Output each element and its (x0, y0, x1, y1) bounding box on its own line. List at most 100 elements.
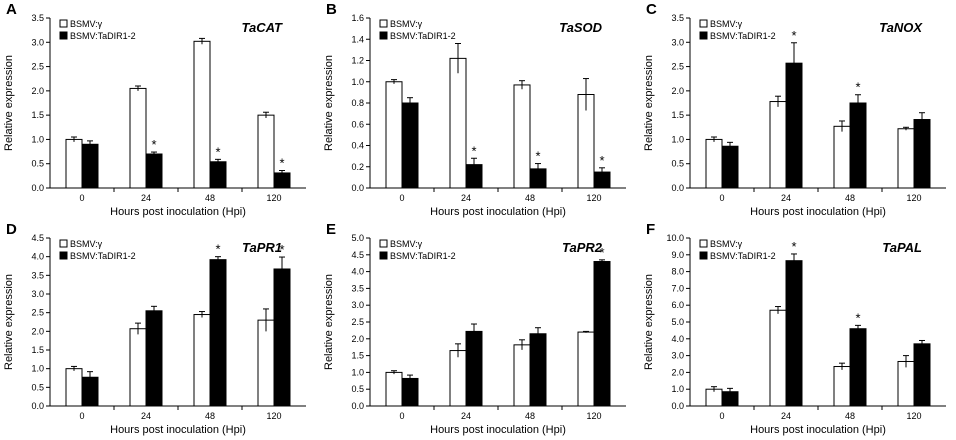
bar (401, 377, 419, 407)
y-tick-label: 3.0 (671, 37, 684, 47)
bar (769, 101, 787, 189)
legend-swatch (59, 31, 68, 40)
x-tick-label: 24 (141, 411, 151, 421)
bar (897, 128, 915, 189)
bar (209, 259, 227, 407)
bar (465, 330, 483, 407)
y-tick-label: 0.2 (351, 162, 364, 172)
panel-e: E 0.0 0.5 1.0 1.5 2.0 2.5 3.0 3.5 4.0 4.5 5.0 Relati… (323, 221, 626, 436)
y-tick-label: 3.5 (31, 13, 44, 23)
y-tick-label: 1.0 (351, 367, 364, 377)
x-axis-title: Hours post inoculation (Hpi) (430, 206, 566, 218)
legend-label: BSMV:TaDIR1-2 (390, 31, 456, 41)
bar (257, 319, 275, 407)
x-tick-label: 48 (205, 193, 215, 203)
y-tick-label: 4.0 (351, 267, 364, 277)
y-tick-label: 1.5 (31, 345, 44, 355)
bar (529, 333, 547, 407)
x-tick-label: 120 (906, 193, 921, 203)
legend-swatch (379, 19, 388, 28)
y-tick-label: 1.5 (671, 110, 684, 120)
x-tick-label: 24 (461, 193, 471, 203)
y-tick-label: 0.0 (31, 401, 44, 411)
panel-letter: A (6, 1, 17, 18)
legend-label: BSMV:γ (70, 239, 103, 249)
chart-title: TaSOD (559, 20, 602, 35)
panel-f: F 0.0 1.0 2.0 3.0 4.0 5.0 6.0 7.0 8.0 9.0 10.0 Relat… (643, 221, 946, 436)
significance-marker: * (855, 80, 860, 95)
x-tick-label: 0 (719, 193, 724, 203)
y-tick-label: 0.5 (351, 384, 364, 394)
x-tick-label: 0 (399, 411, 404, 421)
chart-title: TaPR1 (242, 240, 282, 255)
y-tick-label: 2.5 (31, 308, 44, 318)
bar (65, 138, 83, 189)
y-tick-label: 3.0 (31, 37, 44, 47)
legend-label: BSMV:TaDIR1-2 (710, 251, 776, 261)
legend-label: BSMV:TaDIR1-2 (70, 31, 136, 41)
x-tick-label: 0 (79, 193, 84, 203)
legend-label: BSMV:TaDIR1-2 (390, 251, 456, 261)
x-tick-label: 24 (781, 193, 791, 203)
y-tick-label: 2.5 (31, 62, 44, 72)
bar (849, 328, 867, 407)
y-tick-label: 4.5 (351, 250, 364, 260)
bar (145, 153, 163, 189)
bar (769, 309, 787, 407)
bar (833, 366, 851, 407)
panel-letter: D (6, 221, 17, 238)
bar (257, 114, 275, 189)
y-tick-label: 0.0 (351, 183, 364, 193)
y-tick-label: 1.0 (31, 134, 44, 144)
significance-marker: * (599, 245, 604, 260)
x-tick-label: 24 (781, 411, 791, 421)
y-tick-label: 2.0 (671, 367, 684, 377)
bar (449, 57, 467, 189)
y-tick-label: 1.5 (31, 110, 44, 120)
y-tick-label: 0.5 (31, 159, 44, 169)
bar (833, 125, 851, 189)
bar (705, 138, 723, 189)
bar (913, 343, 931, 407)
panel-c: C 0.0 0.5 1.0 1.5 2.0 2.5 3.0 3.5 Relative expres… (643, 1, 946, 218)
y-axis-title: Relative expression (643, 274, 655, 370)
y-axis-title: Relative expression (3, 274, 15, 370)
bar (913, 119, 931, 189)
y-tick-label: 0.4 (351, 141, 364, 151)
chart-title: TaNOX (879, 20, 923, 35)
legend-label: BSMV:γ (390, 19, 423, 29)
legend-swatch (379, 31, 388, 40)
panel-letter: C (646, 1, 657, 18)
y-tick-label: 4.5 (31, 233, 44, 243)
legend-swatch (699, 19, 708, 28)
bar (145, 310, 163, 407)
panel-a: A 0.0 0.5 1.0 1.5 2.0 2.5 3.0 3.5 Relative expres… (3, 1, 306, 218)
panel-d: D 0.0 0.5 1.0 1.5 2.0 2.5 3.0 3.5 4.0 4.5 Relative … (3, 221, 306, 436)
y-tick-label: 6.0 (671, 300, 684, 310)
bar (577, 331, 595, 407)
legend-label: BSMV:γ (390, 239, 423, 249)
y-tick-label: 0.6 (351, 119, 364, 129)
x-tick-label: 48 (205, 411, 215, 421)
y-tick-label: 7.0 (671, 283, 684, 293)
x-tick-label: 120 (266, 193, 281, 203)
bar (385, 81, 403, 189)
y-axis-title: Relative expression (643, 55, 655, 151)
panel-letter: B (326, 1, 337, 18)
bar (65, 368, 83, 407)
significance-marker: * (471, 143, 476, 158)
y-tick-label: 9.0 (671, 250, 684, 260)
bar (785, 260, 803, 407)
y-tick-label: 3.0 (31, 289, 44, 299)
bar (129, 328, 147, 407)
x-tick-label: 48 (845, 193, 855, 203)
legend-label: BSMV:γ (710, 239, 743, 249)
x-tick-label: 48 (845, 411, 855, 421)
y-tick-label: 0.8 (351, 98, 364, 108)
significance-marker: * (215, 242, 220, 257)
y-axis-title: Relative expression (323, 274, 335, 370)
y-tick-label: 2.5 (671, 62, 684, 72)
bar (193, 314, 211, 407)
x-tick-label: 120 (586, 411, 601, 421)
bar (721, 145, 739, 189)
